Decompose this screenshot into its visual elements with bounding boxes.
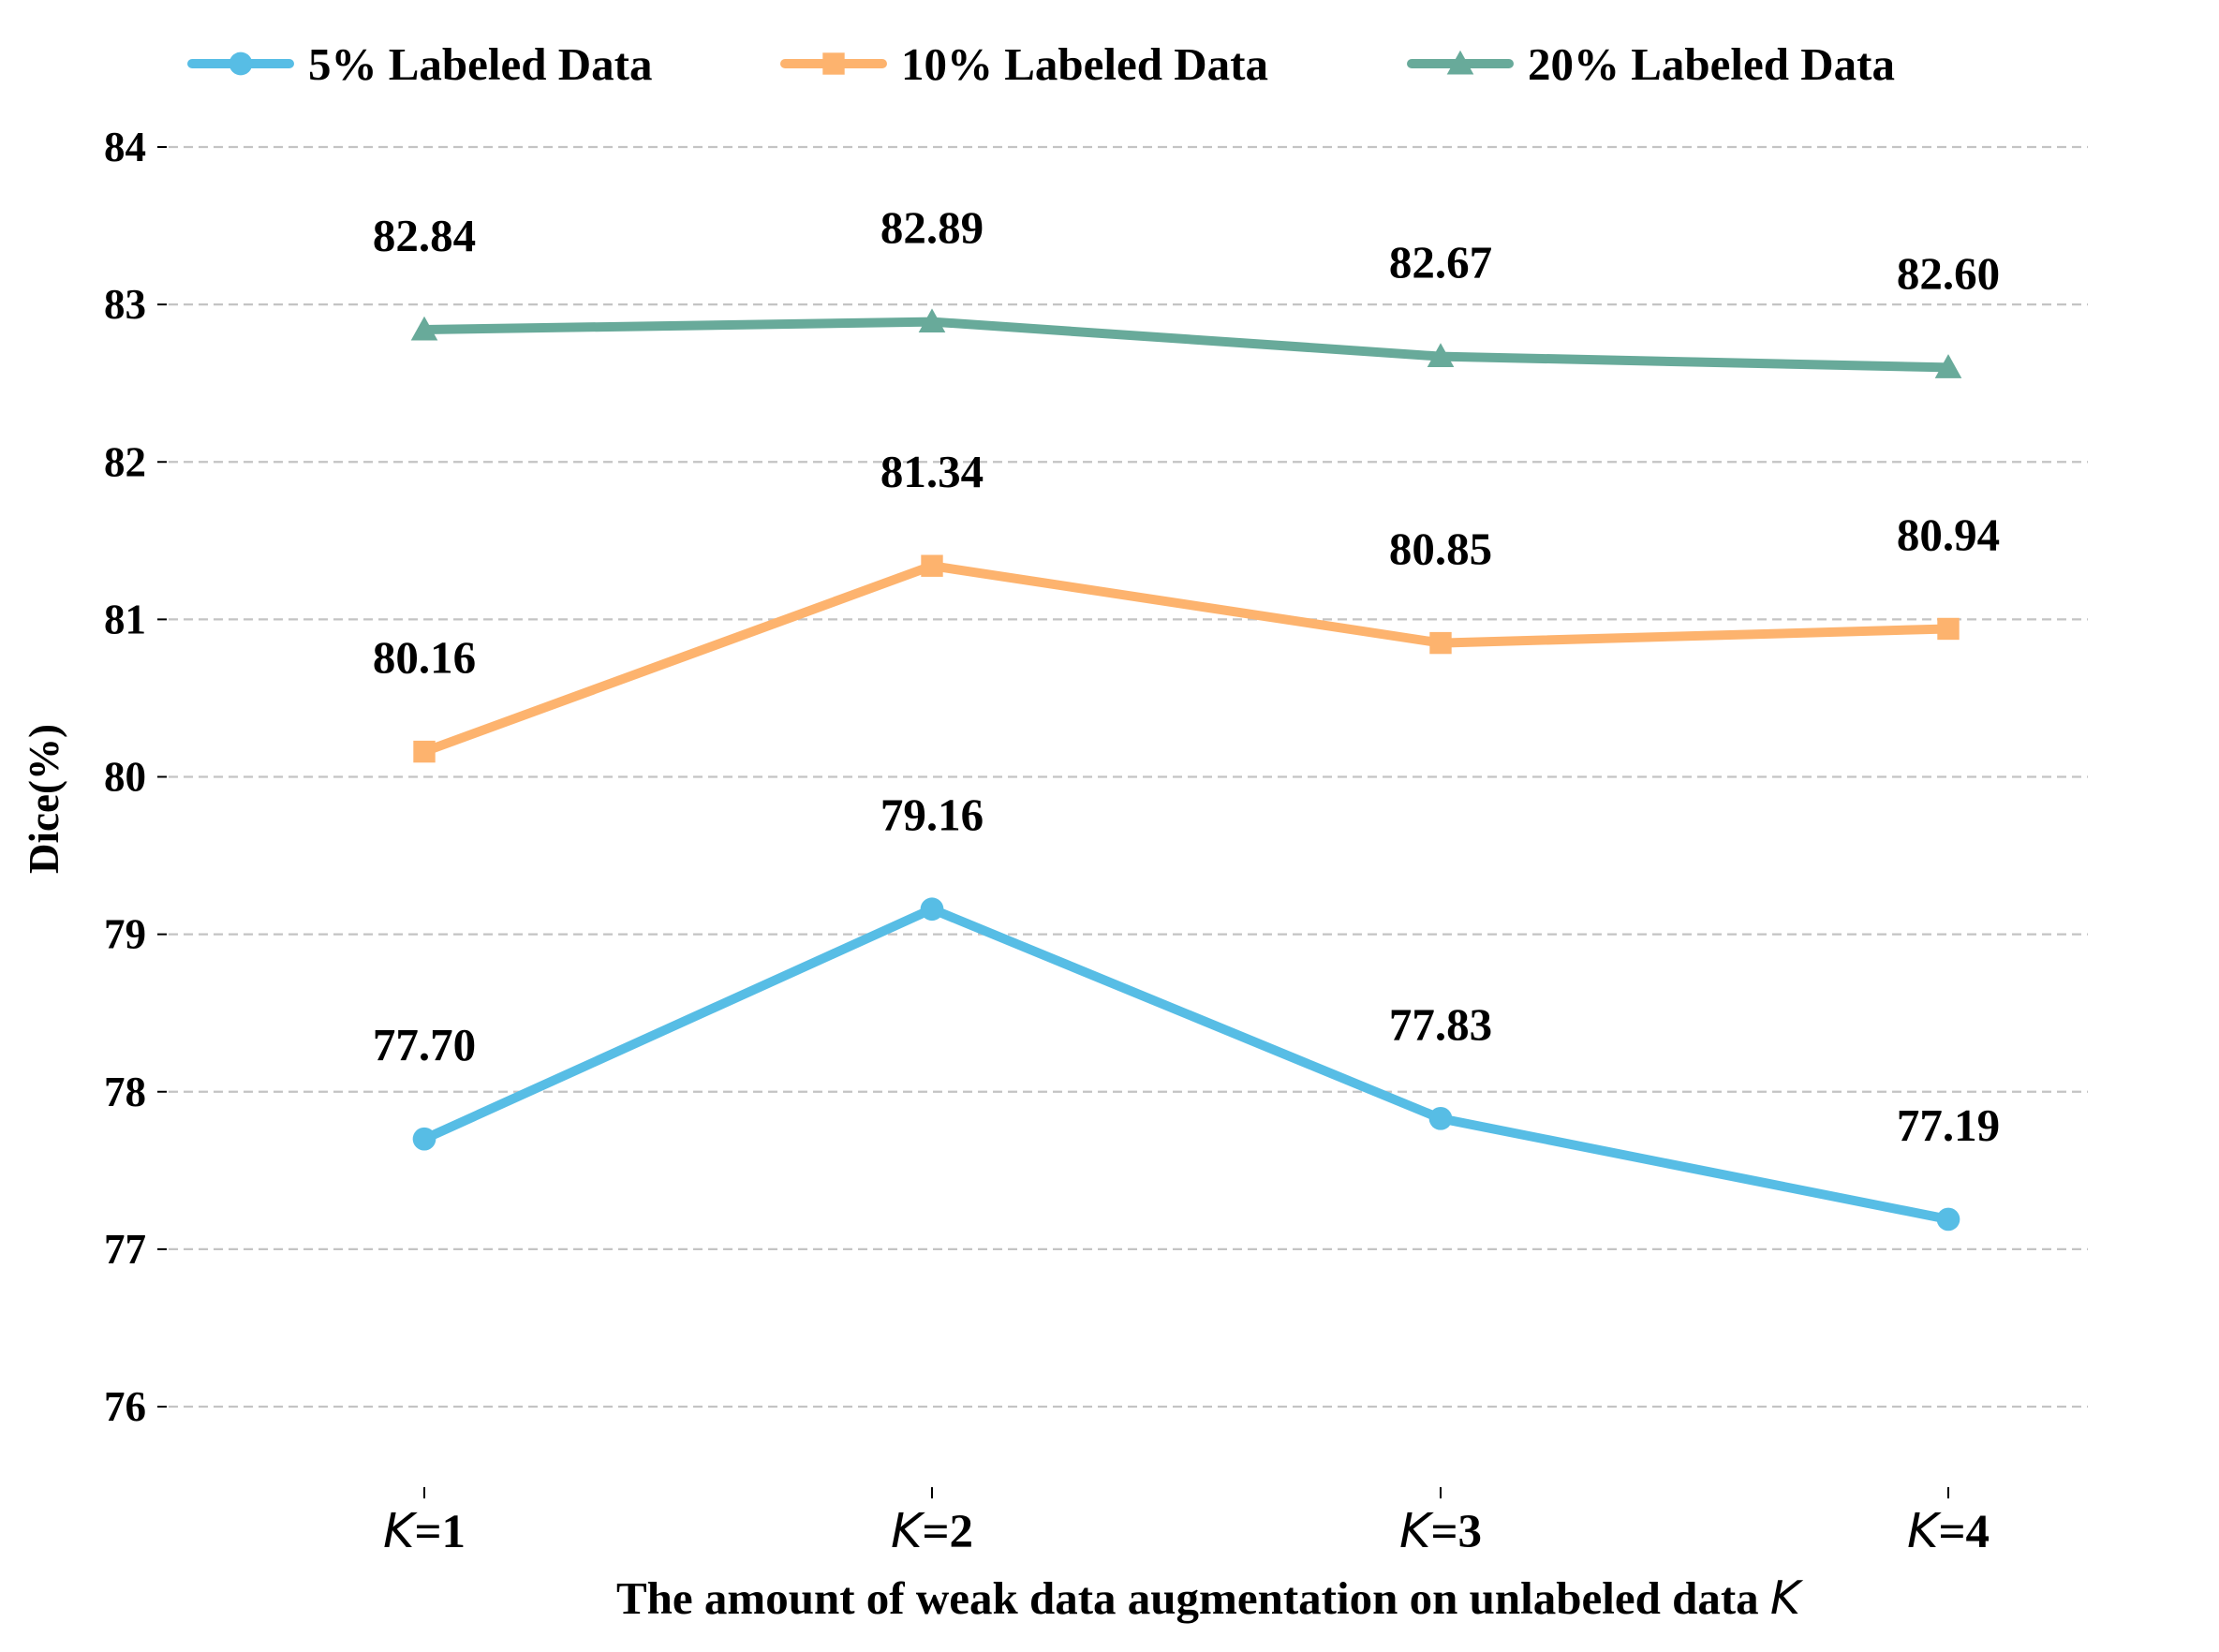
y-tick-label: 80 — [104, 754, 146, 801]
x-axis-label-text: The amount of weak data augmentation on … — [616, 1572, 1770, 1624]
data-point — [1428, 1106, 1453, 1130]
data-label: 80.94 — [1897, 509, 2000, 560]
y-tick-label: 77 — [104, 1226, 146, 1273]
legend-item-5pct: 5% Labeled Data — [187, 38, 653, 90]
y-axis-label: Dice(%) — [21, 724, 67, 874]
y-tick-label: 81 — [104, 596, 146, 642]
data-label: 80.16 — [373, 632, 476, 684]
x-tick-label: K=3 — [1399, 1504, 1482, 1559]
data-label: 82.89 — [880, 202, 984, 254]
data-point — [413, 740, 436, 763]
x-tick-value: =3 — [1430, 1506, 1482, 1558]
data-label: 79.16 — [880, 789, 984, 841]
series-line — [420, 561, 1953, 757]
series-line — [420, 904, 1953, 1224]
data-point — [918, 308, 946, 333]
x-tick-value: =2 — [922, 1506, 973, 1558]
x-tick-label: K=2 — [891, 1504, 973, 1559]
data-label: 82.84 — [373, 210, 476, 261]
legend-label: 5% Labeled Data — [308, 38, 653, 90]
data-label: 77.70 — [373, 1019, 476, 1070]
data-label: 82.60 — [1897, 247, 2000, 299]
data-point — [1934, 354, 1962, 378]
x-tick-value: =4 — [1938, 1506, 1990, 1558]
y-tick-label: 83 — [104, 281, 146, 328]
x-axis: K=1 K=2 K=3 K=4 — [383, 1487, 1990, 1559]
y-tick-label: 76 — [104, 1383, 146, 1430]
x-tick-label: K=1 — [383, 1504, 466, 1559]
y-tick-label: 84 — [104, 124, 146, 170]
series-line — [420, 317, 1953, 373]
series-layer — [410, 308, 1962, 1232]
data-label: 77.83 — [1389, 998, 1492, 1050]
y-tick-label: 78 — [104, 1069, 146, 1115]
x-tick-variable: K — [383, 1504, 418, 1559]
data-point — [1429, 631, 1452, 655]
data-point — [412, 1127, 436, 1151]
data-label: 82.67 — [1389, 237, 1492, 288]
x-tick-label: K=4 — [1907, 1504, 1990, 1559]
y-gridlines — [169, 145, 2088, 1409]
data-labels: 77.70 79.16 77.83 77.19 80.16 81.34 80.85 80.94… — [373, 202, 2000, 1151]
y-tick-label: 79 — [104, 911, 146, 958]
y-tick-label: 82 — [104, 438, 146, 485]
legend-marker — [1446, 50, 1474, 75]
legend-label: 10% Labeled Data — [901, 38, 1268, 90]
legend-marker — [229, 52, 253, 76]
series-5pct — [412, 897, 1960, 1232]
x-axis-label: The amount of weak data augmentation on … — [616, 1571, 1804, 1625]
x-tick-variable: K — [891, 1504, 925, 1559]
data-point — [920, 897, 944, 922]
data-point — [1427, 343, 1455, 368]
series-20pct — [410, 308, 1962, 378]
x-tick-value: =1 — [414, 1506, 466, 1558]
data-point — [921, 554, 943, 577]
data-label: 81.34 — [880, 446, 984, 497]
legend-item-20pct: 20% Labeled Data — [1407, 38, 1895, 90]
x-axis-label-variable: K — [1770, 1571, 1804, 1625]
series-10pct — [413, 554, 1960, 763]
data-point — [1937, 617, 1960, 641]
legend: 5% Labeled Data 10% Labeled Data 20% Label… — [187, 38, 1895, 90]
legend-item-10pct: 10% Labeled Data — [780, 38, 1268, 90]
data-label: 80.85 — [1389, 524, 1492, 575]
data-point — [1936, 1207, 1960, 1232]
x-tick-variable: K — [1907, 1504, 1942, 1559]
legend-marker — [822, 52, 845, 75]
x-tick-variable: K — [1399, 1504, 1434, 1559]
data-label: 77.19 — [1897, 1099, 2000, 1151]
data-point — [410, 316, 438, 341]
y-axis: 76 77 78 79 80 81 82 83 84 — [104, 124, 167, 1430]
legend-label: 20% Labeled Data — [1528, 38, 1895, 90]
